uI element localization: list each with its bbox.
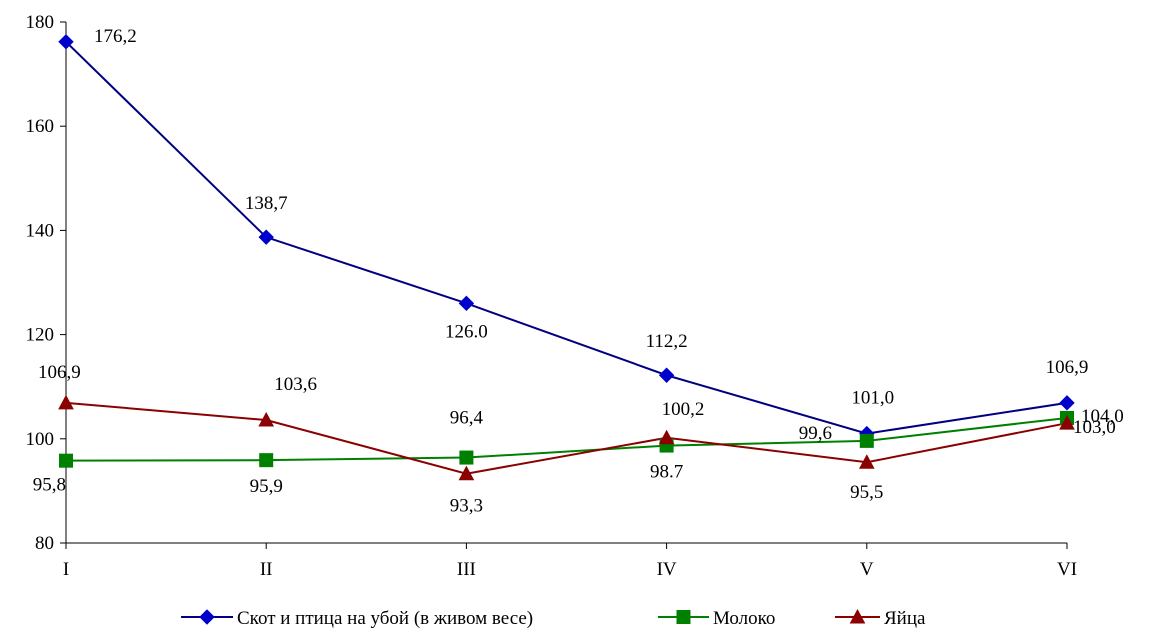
legend-item-1: Молоко <box>658 608 775 629</box>
legend-label: Молоко <box>713 608 775 629</box>
data-point-0-3 <box>658 367 675 383</box>
series-markers <box>58 34 1075 481</box>
data-labels: 176,2 138,7 126.0 112,2 101,0 106,9 95,8 95,9 96… <box>33 26 1124 517</box>
data-label-2-2: 93,3 <box>450 496 483 517</box>
data-point-0-1 <box>258 229 274 245</box>
x-tick-label: I <box>63 559 69 580</box>
data-label-1-4: 99,6 <box>799 423 832 444</box>
data-label-0-4: 101,0 <box>851 388 894 409</box>
data-point-2-5 <box>1059 415 1075 430</box>
y-tick-label: 160 <box>26 116 55 137</box>
data-point-0-5 <box>1059 395 1075 411</box>
data-point-1-2 <box>459 450 474 465</box>
data-label-2-5: 103,0 <box>1073 417 1116 438</box>
y-tick-label: 80 <box>35 533 54 554</box>
data-point-1-1 <box>259 453 274 468</box>
data-label-1-3: 98.7 <box>650 462 683 483</box>
legend-label: Скот и птица на убой (в живом весе) <box>237 608 533 629</box>
data-point-2-2 <box>458 465 475 481</box>
data-label-1-1: 95,9 <box>250 476 283 497</box>
data-point-2-0 <box>58 394 74 410</box>
data-point-2-3 <box>658 429 675 445</box>
x-tick-label: III <box>457 559 476 580</box>
data-point-1-4 <box>859 433 874 448</box>
y-tick-label: 140 <box>26 220 55 241</box>
legend-item-2: Яйца <box>835 608 926 629</box>
data-label-2-1: 103,6 <box>274 374 317 395</box>
x-tick-label: VI <box>1057 559 1077 580</box>
data-label-0-5: 106,9 <box>1046 357 1089 378</box>
data-label-2-0: 106,9 <box>38 362 81 383</box>
x-tick-label: II <box>260 559 273 580</box>
legend: Скот и птица на убой (в живом весе) Молок… <box>181 608 926 629</box>
legend-swatch-marker <box>849 608 866 624</box>
legend-label: Яйца <box>884 608 926 629</box>
legend-item-0: Скот и птица на убой (в живом весе) <box>181 608 533 629</box>
data-point-1-0 <box>59 453 73 468</box>
series-line-2 <box>65 401 1068 475</box>
data-point-2-1 <box>258 411 275 427</box>
data-point-0-0 <box>58 34 74 50</box>
data-point-2-4 <box>858 454 875 469</box>
data-label-0-3: 112,2 <box>646 331 688 352</box>
x-tick-label: V <box>860 559 874 580</box>
data-label-2-4: 95,5 <box>850 482 883 503</box>
data-label-0-0: 176,2 <box>94 26 137 47</box>
y-tick-label: 180 <box>26 12 55 33</box>
series-line-1 <box>65 416 1068 462</box>
x-tick-label: IV <box>657 559 677 580</box>
data-point-0-2 <box>458 295 475 312</box>
y-tick-label: 100 <box>26 429 55 450</box>
data-label-2-3: 100,2 <box>662 399 705 420</box>
legend-swatch-marker <box>676 610 691 624</box>
data-label-1-5: 104,0 <box>1081 406 1124 427</box>
data-label-0-2: 126.0 <box>445 321 488 342</box>
data-label-0-1: 138,7 <box>245 193 288 214</box>
series-line-0 <box>65 41 1068 435</box>
series-lines <box>65 41 1068 475</box>
data-label-1-0: 95,8 <box>33 475 66 496</box>
data-label-1-2: 96,4 <box>450 408 484 429</box>
legend-swatch-marker <box>199 609 215 625</box>
y-tick-label: 120 <box>26 325 55 346</box>
